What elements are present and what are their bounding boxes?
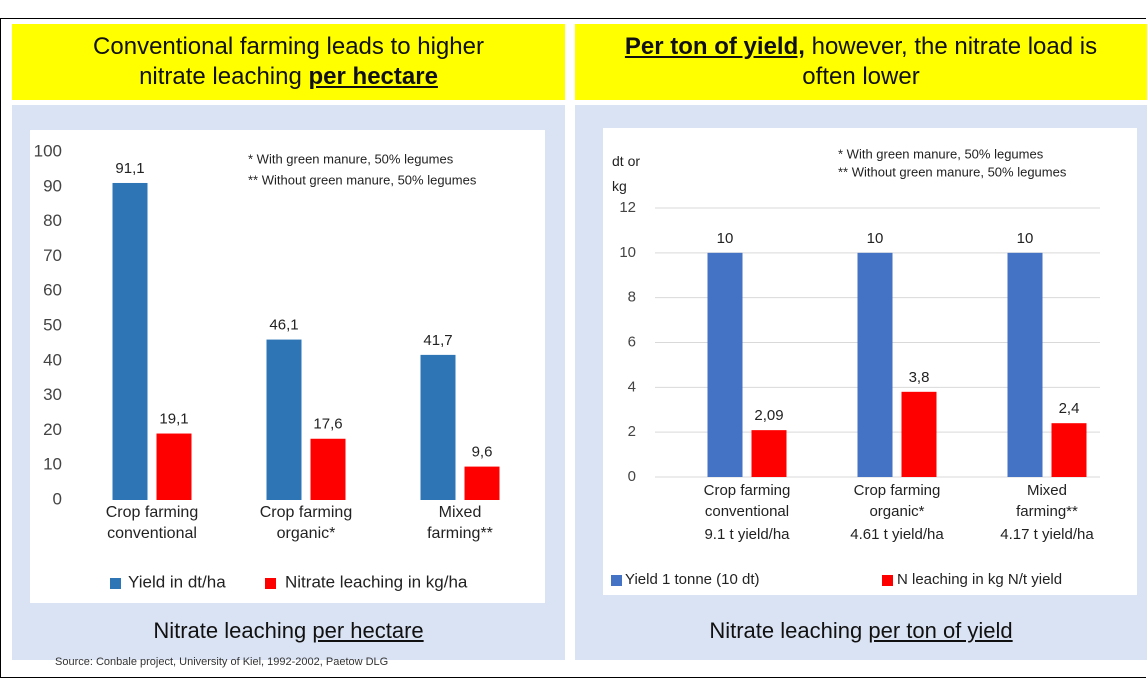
y-tick-label: 100: [34, 141, 62, 160]
bar: [464, 466, 500, 500]
y-tick-label: 2: [628, 423, 636, 440]
note: * With green manure, 50% legumes: [248, 151, 454, 166]
x-tick-sublabel: 4.61 t yield/ha: [850, 526, 944, 543]
data-label: 17,6: [313, 416, 342, 433]
y-tick-label: 80: [43, 211, 62, 230]
x-tick-label: Crop farming conventional: [703, 482, 791, 520]
bar: [707, 252, 743, 477]
bar: [857, 252, 893, 477]
data-label: 10: [867, 230, 884, 247]
bar: [310, 438, 346, 500]
y-tick-label: 90: [43, 176, 62, 195]
header-text: Conventional farming leads to higher nit…: [93, 33, 484, 90]
y-tick-label: 40: [43, 350, 62, 369]
legend-swatch: [110, 578, 121, 589]
bar: [266, 339, 302, 500]
data-label: 3,8: [909, 369, 930, 386]
header-emphasis: Per ton of yield,: [624, 33, 805, 60]
x-tick-label: Crop farming organic*: [259, 504, 353, 542]
left-caption: Nitrate leaching per hectare: [12, 618, 565, 644]
y-tick-label: 6: [628, 333, 636, 350]
y-tick-label: 12: [619, 199, 636, 216]
legend-label: Yield in dt/ha: [128, 572, 226, 591]
data-label: 2,09: [754, 407, 783, 424]
y-tick-label: 0: [628, 468, 636, 485]
data-label: 41,7: [423, 332, 452, 349]
legend-swatch: [265, 578, 276, 589]
data-label: 2,4: [1059, 400, 1080, 417]
y-tick-label: 70: [43, 246, 62, 265]
data-label: 91,1: [115, 160, 144, 177]
bar: [901, 391, 937, 477]
left-header: Conventional farming leads to higher nit…: [12, 24, 565, 100]
right-header: Per ton of yield, however, the nitrate l…: [575, 24, 1147, 100]
x-tick-sublabel: 4.17 t yield/ha: [1000, 526, 1094, 543]
caption-emphasis: per hectare: [312, 618, 424, 643]
x-tick-label: Mixed farming**: [427, 504, 493, 542]
x-tick-sublabel: 9.1 t yield/ha: [704, 526, 790, 543]
y-tick-label: 0: [53, 489, 62, 508]
y-tick-label: 20: [43, 420, 62, 439]
legend-label: N leaching in kg N/t yield: [897, 571, 1062, 588]
x-tick-label: Crop farming conventional: [105, 504, 199, 542]
legend-swatch: [882, 575, 893, 586]
note: * With green manure, 50% legumes: [838, 146, 1044, 161]
caption-text: Nitrate leaching: [709, 618, 863, 643]
y-tick-label: 60: [43, 281, 62, 300]
bar: [1051, 423, 1087, 477]
y-tick-label: 50: [43, 315, 62, 334]
legend-swatch: [611, 575, 622, 586]
y-tick-label: 10: [619, 244, 636, 261]
caption-text: Nitrate leaching: [153, 618, 307, 643]
bar: [1007, 252, 1043, 477]
x-tick-label: Mixed farming**: [1016, 482, 1078, 520]
note: ** Without green manure, 50% legumes: [838, 164, 1067, 179]
bar: [420, 354, 456, 500]
note: ** Without green manure, 50% legumes: [248, 172, 477, 187]
source: Source: Conbale project, University of K…: [55, 656, 389, 668]
data-label: 10: [1017, 230, 1034, 247]
y-tick-label: 10: [43, 455, 62, 474]
legend-label: Yield 1 tonne (10 dt): [625, 571, 760, 588]
data-label: 9,6: [472, 444, 493, 461]
y-axis-label: dt or kg: [612, 153, 640, 194]
data-label: 10: [717, 230, 734, 247]
legend-label: Nitrate leaching in kg/ha: [285, 572, 468, 591]
bar: [751, 430, 787, 477]
data-label: 46,1: [269, 317, 298, 334]
y-tick-label: 4: [628, 378, 636, 395]
caption-emphasis: per ton of yield: [868, 618, 1013, 643]
bar: [156, 433, 192, 500]
header-emphasis: per hectare: [308, 63, 438, 90]
x-tick-label: Crop farming organic*: [853, 482, 941, 520]
y-tick-label: 30: [43, 385, 62, 404]
data-label: 19,1: [159, 411, 188, 428]
header-text: however, the nitrate load is often lower: [802, 33, 1098, 90]
y-tick-label: 8: [628, 289, 636, 306]
bar: [112, 182, 148, 501]
right-caption: Nitrate leaching per ton of yield: [575, 618, 1147, 644]
